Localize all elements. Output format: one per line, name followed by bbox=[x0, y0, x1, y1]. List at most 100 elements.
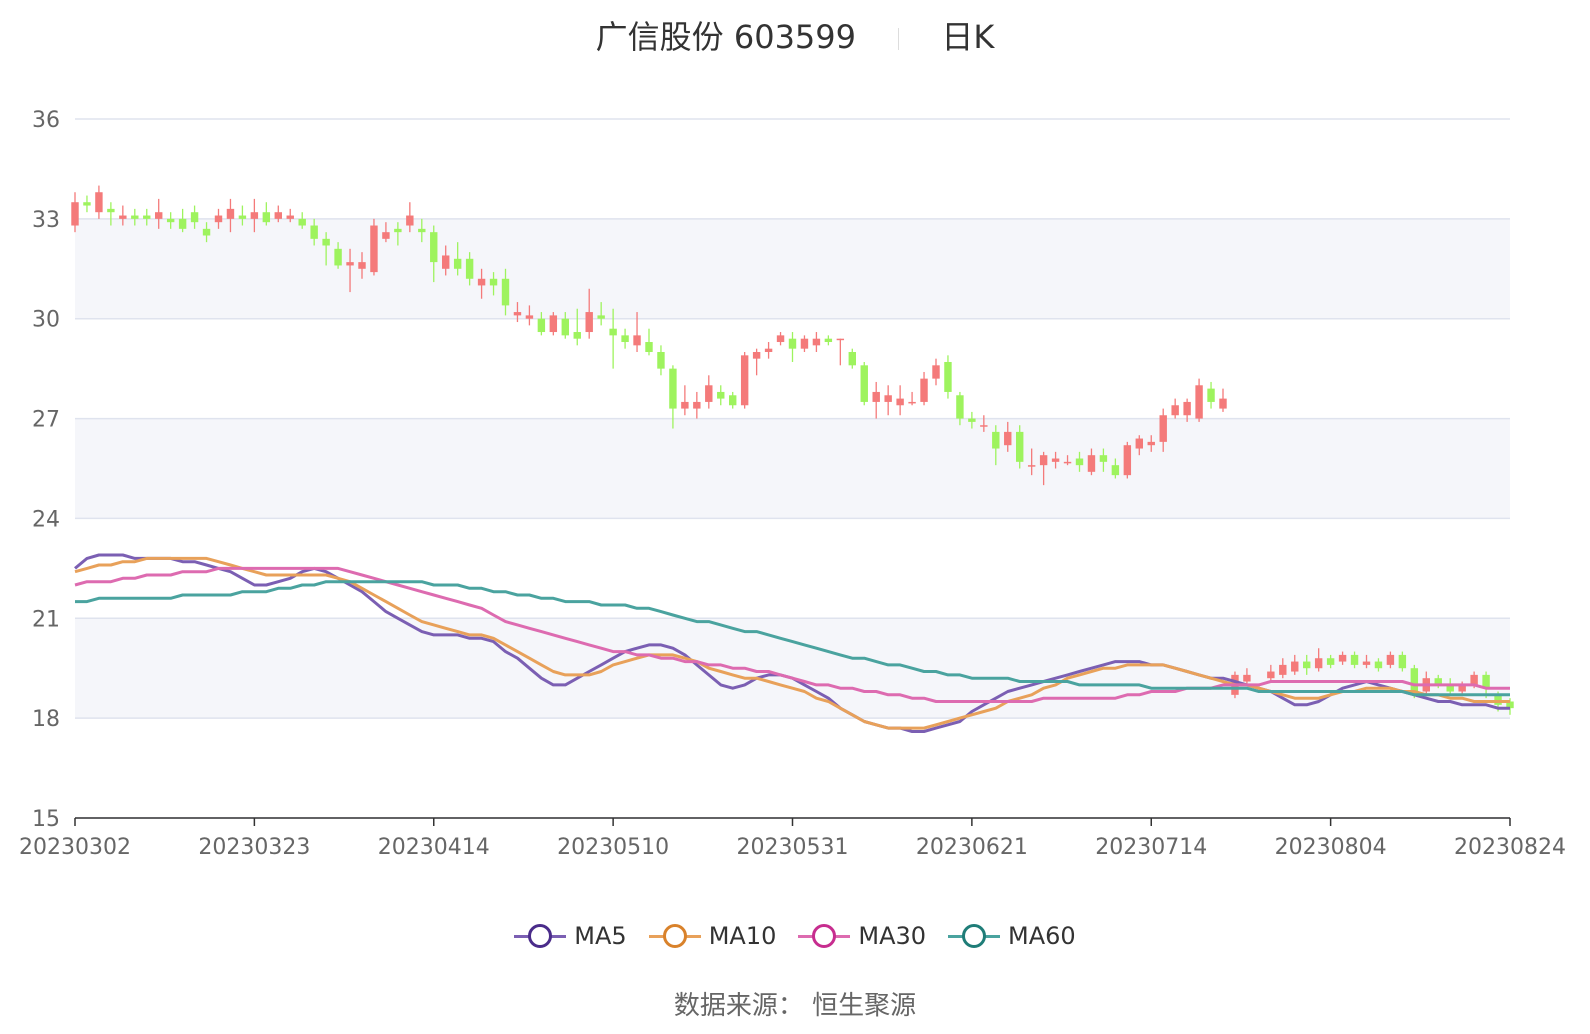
candle-body bbox=[549, 315, 558, 333]
candle-body bbox=[740, 355, 749, 406]
y-tick-label: 36 bbox=[32, 108, 60, 133]
candle-body bbox=[1482, 674, 1490, 689]
candle-body bbox=[645, 342, 653, 352]
candle-body bbox=[1494, 694, 1502, 705]
candle-body bbox=[1147, 441, 1155, 446]
candle-body bbox=[358, 262, 366, 269]
candle-body bbox=[501, 278, 510, 306]
candle-body bbox=[226, 208, 235, 219]
candle-body bbox=[346, 262, 354, 266]
candle-body bbox=[717, 391, 725, 399]
candle-body bbox=[286, 215, 294, 219]
candle-body bbox=[956, 395, 964, 419]
candle-body bbox=[1446, 684, 1454, 692]
candle-body bbox=[310, 225, 318, 239]
candle-body bbox=[1111, 465, 1120, 476]
candle-body bbox=[334, 248, 342, 266]
y-tick-label: 24 bbox=[32, 507, 60, 532]
candle-body bbox=[131, 215, 139, 219]
candle-body bbox=[394, 228, 402, 233]
candle-body bbox=[872, 391, 880, 402]
legend-label: MA10 bbox=[708, 922, 777, 950]
candle-body bbox=[705, 385, 713, 402]
candle-body bbox=[322, 238, 330, 246]
candle-body bbox=[1434, 678, 1442, 685]
candle-body bbox=[274, 212, 282, 219]
candle-body bbox=[190, 212, 199, 223]
candle-body bbox=[693, 401, 701, 409]
legend-item-ma5[interactable]: MA5 bbox=[514, 922, 627, 950]
candle-body bbox=[1027, 465, 1036, 467]
candle-body bbox=[1410, 668, 1419, 695]
candle-body bbox=[1470, 674, 1478, 685]
candle-body bbox=[107, 208, 115, 213]
y-tick-label: 21 bbox=[32, 607, 60, 632]
candle-body bbox=[1458, 684, 1466, 692]
chart-legend: MA5 MA10 MA30 MA60 bbox=[0, 922, 1590, 950]
candle-body bbox=[968, 418, 976, 422]
candle-body bbox=[729, 395, 737, 406]
candle-body bbox=[609, 328, 617, 336]
candle-body bbox=[178, 218, 187, 229]
x-tick-label: 20230804 bbox=[1275, 835, 1387, 860]
candle-body bbox=[370, 225, 378, 273]
candle-body bbox=[1279, 664, 1287, 675]
legend-label: MA60 bbox=[1008, 922, 1076, 950]
candle-body bbox=[561, 318, 569, 336]
candle-body bbox=[1171, 405, 1179, 416]
candle-body bbox=[585, 312, 593, 333]
x-tick-label: 20230621 bbox=[916, 835, 1028, 860]
candle-body bbox=[143, 215, 151, 219]
candle-body bbox=[932, 365, 940, 379]
candle-body bbox=[908, 401, 916, 404]
candle-body bbox=[597, 315, 605, 319]
candle-body bbox=[453, 258, 462, 269]
legend-item-ma30[interactable]: MA30 bbox=[798, 922, 926, 950]
candle-body bbox=[1063, 461, 1072, 464]
legend-label: MA5 bbox=[574, 922, 627, 950]
x-tick-label: 20230714 bbox=[1095, 835, 1207, 860]
candle-body bbox=[1075, 458, 1084, 466]
stock-code: 603599 bbox=[733, 18, 856, 56]
candle-body bbox=[418, 228, 426, 233]
candle-body bbox=[442, 255, 450, 269]
candle-body bbox=[1195, 385, 1203, 419]
candle-body bbox=[896, 398, 904, 406]
candle-body bbox=[1123, 445, 1132, 476]
candle-body bbox=[1374, 661, 1383, 669]
candle-body bbox=[430, 232, 438, 263]
candle-body bbox=[848, 352, 856, 366]
candle-body bbox=[1386, 654, 1395, 665]
candle-body bbox=[633, 335, 641, 346]
y-tick-label: 27 bbox=[32, 408, 60, 433]
period-label[interactable]: 日K bbox=[941, 18, 995, 56]
x-tick-label: 20230510 bbox=[557, 835, 669, 860]
candle-body bbox=[1243, 674, 1251, 682]
candle-body bbox=[1326, 658, 1335, 665]
candle-body bbox=[71, 202, 79, 226]
candle-body bbox=[752, 352, 761, 359]
candle-body bbox=[1039, 455, 1048, 466]
legend-marker-icon bbox=[798, 923, 851, 949]
candle-body bbox=[1087, 455, 1096, 472]
candle-body bbox=[681, 401, 689, 409]
title-divider bbox=[898, 28, 900, 50]
candle-body bbox=[764, 348, 773, 352]
chart-title: 广信股份 603599 日K bbox=[0, 12, 1590, 58]
legend-circle bbox=[528, 924, 553, 948]
legend-item-ma10[interactable]: MA10 bbox=[648, 922, 777, 950]
candle-body bbox=[1291, 661, 1299, 672]
candle-body bbox=[992, 431, 1000, 449]
candle-body bbox=[860, 365, 868, 402]
x-tick-label: 20230302 bbox=[19, 835, 131, 860]
stock-name: 广信股份 bbox=[595, 18, 724, 56]
legend-marker-icon bbox=[514, 923, 567, 949]
legend-circle bbox=[812, 924, 837, 948]
legend-circle bbox=[962, 924, 987, 948]
candle-body bbox=[800, 338, 809, 349]
candle-body bbox=[1314, 658, 1323, 669]
legend-item-ma60[interactable]: MA60 bbox=[948, 922, 1076, 950]
candle-body bbox=[83, 202, 91, 206]
candle-body bbox=[657, 352, 665, 369]
